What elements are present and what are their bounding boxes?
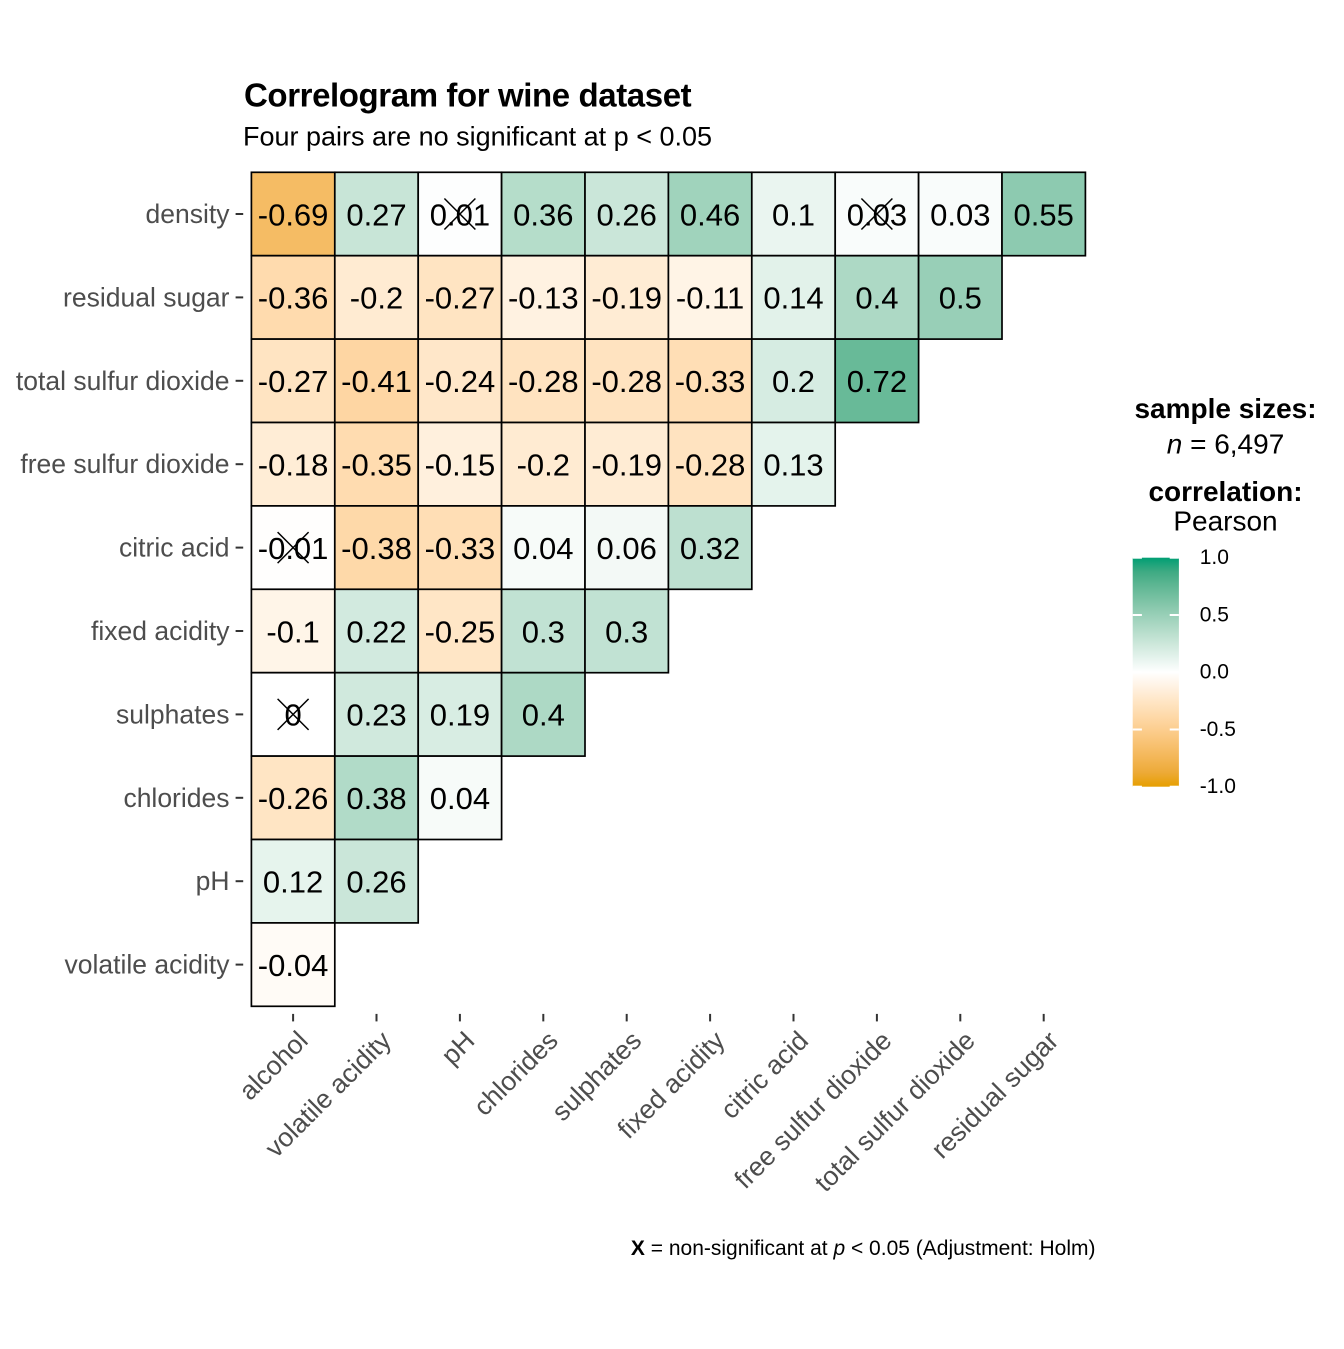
svg-text:-0.33: -0.33 bbox=[675, 364, 746, 399]
svg-text:-0.15: -0.15 bbox=[425, 448, 496, 483]
svg-text:0.36: 0.36 bbox=[513, 197, 573, 232]
svg-text:residual sugar: residual sugar bbox=[63, 282, 230, 312]
svg-text:-0.19: -0.19 bbox=[591, 448, 662, 483]
svg-text:-0.2: -0.2 bbox=[517, 448, 570, 483]
svg-text:fixed acidity: fixed acidity bbox=[91, 616, 230, 646]
svg-text:-0.28: -0.28 bbox=[508, 364, 579, 399]
svg-text:-0.2: -0.2 bbox=[350, 281, 403, 316]
svg-text:0.3: 0.3 bbox=[522, 614, 565, 649]
svg-text:total sulfur dioxide: total sulfur dioxide bbox=[16, 366, 230, 396]
svg-text:-0.69: -0.69 bbox=[258, 197, 329, 232]
svg-text:-0.1: -0.1 bbox=[266, 614, 319, 649]
svg-text:-0.24: -0.24 bbox=[425, 364, 496, 399]
svg-text:pH: pH bbox=[196, 866, 230, 896]
svg-text:0.38: 0.38 bbox=[346, 781, 406, 816]
svg-text:0.55: 0.55 bbox=[1014, 197, 1074, 232]
svg-text:0.5: 0.5 bbox=[1200, 604, 1229, 627]
svg-text:0.72: 0.72 bbox=[847, 364, 907, 399]
svg-text:-0.36: -0.36 bbox=[258, 281, 329, 316]
svg-text:-0.33: -0.33 bbox=[425, 531, 496, 566]
svg-text:0.4: 0.4 bbox=[522, 698, 565, 733]
svg-text:chlorides: chlorides bbox=[123, 783, 229, 813]
svg-text:citric acid: citric acid bbox=[119, 533, 229, 563]
svg-text:0.2: 0.2 bbox=[772, 364, 815, 399]
svg-text:-0.26: -0.26 bbox=[258, 781, 329, 816]
svg-text:-0.27: -0.27 bbox=[425, 281, 496, 316]
svg-text:0.14: 0.14 bbox=[763, 281, 823, 316]
svg-text:-0.41: -0.41 bbox=[341, 364, 412, 399]
svg-text:-0.19: -0.19 bbox=[591, 281, 662, 316]
svg-text:0.4: 0.4 bbox=[855, 281, 898, 316]
svg-text:Four pairs are no significant: Four pairs are no significant at p < 0.0… bbox=[243, 122, 712, 152]
svg-text:-0.04: -0.04 bbox=[258, 948, 329, 983]
svg-text:0.23: 0.23 bbox=[346, 698, 406, 733]
svg-text:0.22: 0.22 bbox=[346, 614, 406, 649]
svg-text:sulphates: sulphates bbox=[116, 699, 229, 729]
svg-text:Pearson: Pearson bbox=[1173, 506, 1277, 537]
svg-text:free sulfur dioxide: free sulfur dioxide bbox=[20, 449, 229, 479]
svg-text:0.3: 0.3 bbox=[605, 614, 648, 649]
svg-text:Correlogram for wine dataset: Correlogram for wine dataset bbox=[244, 77, 692, 114]
svg-text:0.26: 0.26 bbox=[346, 865, 406, 900]
svg-text:correlation:: correlation: bbox=[1148, 476, 1302, 507]
svg-text:sample sizes:: sample sizes: bbox=[1134, 393, 1316, 424]
svg-text:0.04: 0.04 bbox=[513, 531, 573, 566]
svg-text:-0.38: -0.38 bbox=[341, 531, 412, 566]
svg-text:0.1: 0.1 bbox=[772, 197, 815, 232]
svg-text:0.26: 0.26 bbox=[597, 197, 657, 232]
svg-text:0.13: 0.13 bbox=[763, 448, 823, 483]
svg-text:-0.35: -0.35 bbox=[341, 448, 412, 483]
svg-text:-0.27: -0.27 bbox=[258, 364, 329, 399]
svg-text:0.19: 0.19 bbox=[430, 698, 490, 733]
svg-text:0.27: 0.27 bbox=[346, 197, 406, 232]
svg-text:0.32: 0.32 bbox=[680, 531, 740, 566]
svg-text:0.46: 0.46 bbox=[680, 197, 740, 232]
svg-text:density: density bbox=[146, 199, 231, 229]
svg-text:-0.5: -0.5 bbox=[1200, 718, 1236, 741]
svg-text:1.0: 1.0 bbox=[1200, 546, 1229, 569]
svg-text:0.5: 0.5 bbox=[939, 281, 982, 316]
svg-text:0.12: 0.12 bbox=[263, 865, 323, 900]
svg-text:0.06: 0.06 bbox=[597, 531, 657, 566]
svg-text:-0.13: -0.13 bbox=[508, 281, 579, 316]
svg-text:-0.25: -0.25 bbox=[425, 614, 496, 649]
svg-text:0.03: 0.03 bbox=[930, 197, 990, 232]
svg-text:0.0: 0.0 bbox=[1200, 661, 1229, 684]
svg-text:-0.11: -0.11 bbox=[676, 281, 744, 316]
svg-text:-0.28: -0.28 bbox=[591, 364, 662, 399]
svg-text:n = 6,497: n = 6,497 bbox=[1167, 429, 1285, 460]
svg-text:-1.0: -1.0 bbox=[1200, 775, 1236, 798]
svg-text:volatile acidity: volatile acidity bbox=[65, 950, 231, 980]
svg-text:-0.18: -0.18 bbox=[258, 448, 329, 483]
svg-text:0.04: 0.04 bbox=[430, 781, 490, 816]
svg-text:-0.28: -0.28 bbox=[675, 448, 746, 483]
svg-text:X = non-significant at p < 0.0: X = non-significant at p < 0.05 (Adjustm… bbox=[631, 1237, 1096, 1260]
